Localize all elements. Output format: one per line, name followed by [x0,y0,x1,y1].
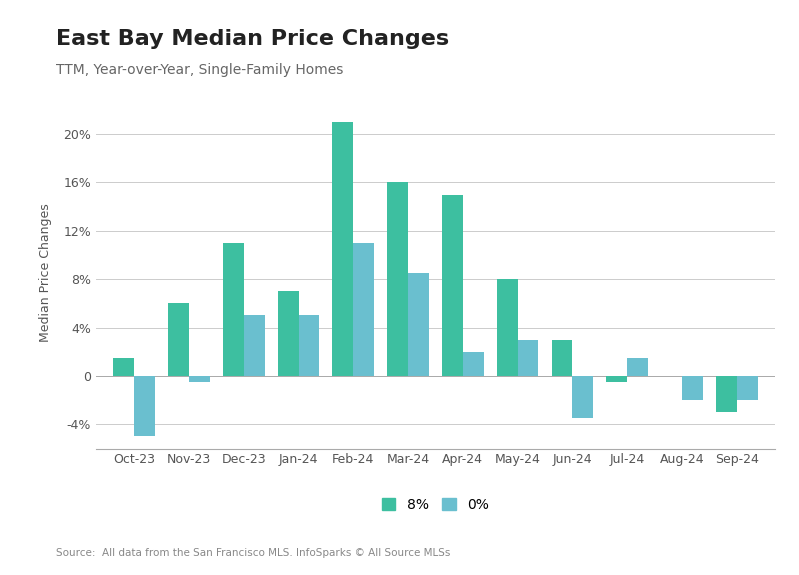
Bar [353,243,374,376]
Bar [113,358,134,376]
Bar [299,316,320,376]
Bar [606,376,627,382]
Legend: 8%, 0%: 8%, 0% [375,491,496,519]
Bar [223,243,244,376]
Text: East Bay Median Price Changes: East Bay Median Price Changes [56,29,449,49]
Bar [572,376,593,418]
Bar [442,194,463,376]
Bar [463,352,483,376]
Bar [518,340,539,376]
Bar [332,122,353,376]
Bar [627,358,648,376]
Bar [134,376,155,436]
Bar [408,273,429,376]
Bar [388,182,408,376]
Bar [737,376,757,400]
Text: Source:  All data from the San Francisco MLS. InfoSparks © All Source MLSs: Source: All data from the San Francisco … [56,548,451,558]
Bar [189,376,210,382]
Bar [278,292,299,376]
Bar [244,316,264,376]
Text: TTM, Year-over-Year, Single-Family Homes: TTM, Year-over-Year, Single-Family Homes [56,63,344,77]
Bar [682,376,703,400]
Bar [497,279,518,376]
Bar [551,340,572,376]
Bar [716,376,737,412]
Y-axis label: Median Price Changes: Median Price Changes [39,204,52,343]
Bar [168,304,189,376]
